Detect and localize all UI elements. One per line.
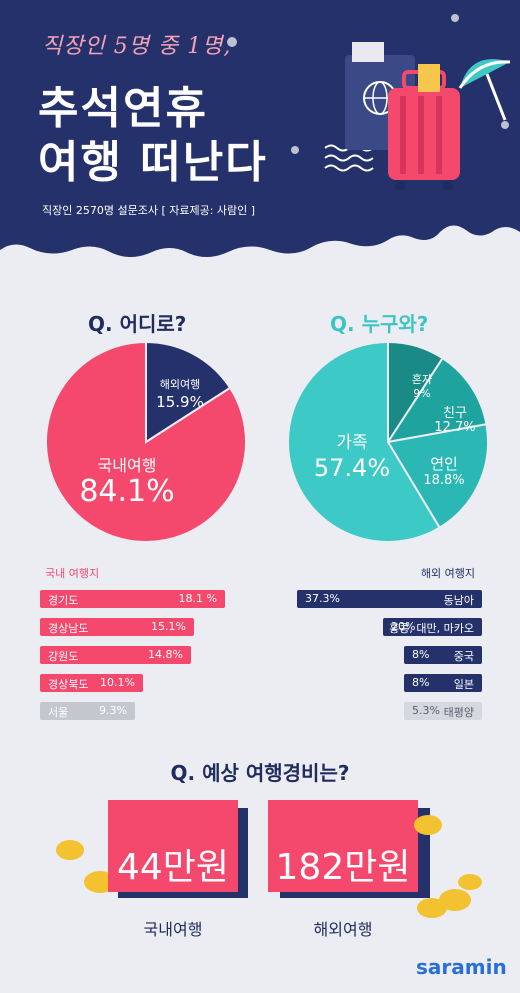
- overseas-list-title: 해외 여행지: [420, 567, 475, 580]
- pie-who-value-alone: 9%: [413, 387, 431, 400]
- bar-value: 37.3%: [305, 592, 340, 605]
- bar-name: 홍콩, 대만, 마카오: [389, 622, 474, 635]
- suitcase-icon: [388, 64, 460, 191]
- bar-name: 일본: [453, 678, 474, 691]
- overseas-bar-0: 동남아 37.3%: [297, 590, 482, 608]
- beach-umbrella-icon: [458, 59, 511, 121]
- saramin-logo: saramin: [416, 955, 507, 979]
- overseas-cost-board: [268, 800, 430, 898]
- header-banner: 직장인 5명 중 1명, 추석연휴 여행 떠난다 직장인 2570명 설문조사 …: [0, 0, 520, 290]
- bar-value: 20%: [391, 620, 416, 633]
- cost-graphics: [56, 800, 482, 918]
- bar-name: 태평양: [443, 706, 474, 719]
- pie-who-slice-1: [385, 356, 488, 444]
- pie-who-label-friend: 친구: [443, 406, 467, 421]
- question-who: Q. 누구와?: [330, 312, 429, 336]
- bar-value: 14.8%: [148, 648, 183, 661]
- question-where: Q. 어디로?: [88, 312, 187, 336]
- pie-who-value-family: 57.4%: [313, 454, 391, 482]
- bar-name: 경기도: [48, 594, 79, 607]
- pie-where-value-domestic: 84.1%: [79, 474, 175, 509]
- bar-value: 9.3%: [99, 704, 127, 717]
- overseas-cost-value: 182만원: [275, 847, 411, 888]
- header-background: [0, 0, 520, 257]
- pie-where-slice-0: [145, 340, 232, 444]
- domestic-cost-value: 44만원: [116, 847, 230, 888]
- pie-who-slice-2: [386, 423, 489, 530]
- bar-name: 경상북도: [48, 678, 89, 691]
- bar-name: 강원도: [48, 650, 79, 663]
- overseas-bar-1: 홍콩, 대만, 마카오 20%: [383, 618, 482, 636]
- domestic-cost-board: [108, 800, 248, 898]
- bar-name: 경상남도: [48, 622, 89, 635]
- bar-value: 8%: [412, 676, 430, 689]
- domestic-cost-label: 국내여행: [143, 920, 203, 939]
- pie-who-value-partner: 18.8%: [423, 473, 465, 488]
- pie-where-label-overseas: 해외여행: [159, 378, 201, 391]
- domestic-bar-4: 서울 9.3%: [40, 702, 135, 720]
- pie-who-label-partner: 연인: [430, 455, 458, 473]
- overseas-bar-4: 태평양 5.3%: [404, 702, 482, 720]
- bar-value: 15.1%: [151, 620, 186, 633]
- title-line-1: 추석연휴: [38, 83, 208, 134]
- bar-value: 18.1 %: [178, 592, 217, 605]
- pie-who-label-alone: 혼자: [411, 373, 433, 386]
- overseas-bar-3: 일본 8%: [404, 674, 482, 692]
- pie-where-value-overseas: 15.9%: [156, 393, 204, 411]
- overseas-cost-label: 해외여행: [313, 920, 373, 939]
- bar-value: 10.1%: [100, 676, 135, 689]
- coin-icon: [414, 815, 482, 918]
- bar-name: 동남아: [443, 594, 474, 607]
- title-line-2: 여행 떠난다: [38, 137, 268, 188]
- coin-icon: [56, 840, 116, 893]
- pie-who-value-friend: 12.7%: [434, 420, 476, 435]
- pie-where-label-domestic: 국내여행: [97, 456, 157, 475]
- domestic-bar-0: 경기도 18.1 %: [40, 590, 225, 608]
- pie-who-label-family: 가족: [336, 433, 368, 453]
- bar-value: 8%: [412, 648, 430, 661]
- survey-source: 직장인 2570명 설문조사 [ 자료제공: 사람인 ]: [42, 204, 256, 217]
- bar-name: 서울: [48, 706, 69, 719]
- pie-where: [45, 340, 247, 543]
- domestic-list-title: 국내 여행지: [45, 567, 100, 580]
- domestic-bar-3: 경상북도 10.1%: [40, 674, 143, 692]
- pie-who-slice-3: [287, 340, 441, 543]
- page-title: 추석연휴 여행 떠난다: [38, 82, 268, 190]
- question-cost: Q. 예상 여행경비는?: [170, 761, 350, 785]
- subtitle: 직장인 5명 중 1명,: [42, 34, 232, 59]
- domestic-bar-2: 강원도 14.8%: [40, 646, 191, 664]
- overseas-bar-2: 중국 8%: [404, 646, 482, 664]
- domestic-bar-1: 경상남도 15.1%: [40, 618, 194, 636]
- pie-who: [287, 340, 489, 543]
- pie-where-slice-1: [45, 340, 247, 543]
- bar-value: 5.3%: [412, 704, 440, 717]
- bar-name: 중국: [453, 650, 474, 663]
